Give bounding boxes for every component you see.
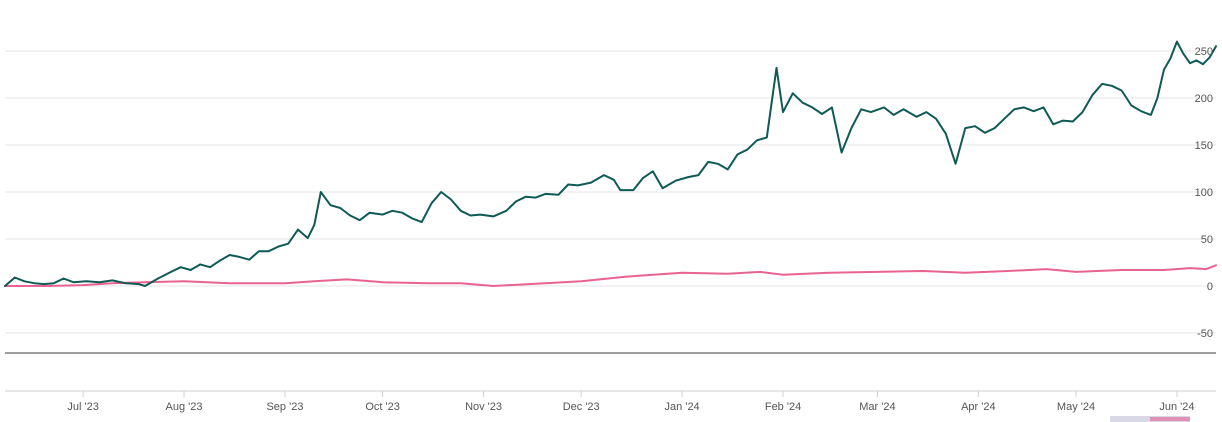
x-tick-label: Jan '24 — [665, 401, 700, 413]
series-line-2 — [4, 264, 1217, 287]
series-line-1 — [4, 40, 1217, 287]
navigator-thumb[interactable] — [1110, 416, 1190, 422]
y-tick-label: 150 — [1195, 140, 1213, 152]
grid-lines — [5, 50, 1216, 334]
x-tick-label: Sep '23 — [266, 401, 303, 413]
y-tick-labels: -50 0 50 100 150 200 250 — [1195, 46, 1213, 340]
x-tick-label: May '24 — [1057, 401, 1095, 413]
x-tick-label: Aug '23 — [166, 401, 203, 413]
x-tick-labels: Jul '23 Aug '23 Sep '23 Oct '23 Nov '23 Dec '… — [67, 391, 1195, 413]
x-tick-label: Apr '24 — [961, 401, 996, 413]
y-tick-label: 100 — [1195, 187, 1213, 199]
y-tick-label: 0 — [1207, 281, 1213, 293]
series-group — [4, 40, 1217, 287]
y-tick-label: 250 — [1195, 46, 1213, 58]
x-tick-label: Jun '24 — [1159, 401, 1194, 413]
x-tick-label: Dec '23 — [563, 401, 600, 413]
y-tick-label: 200 — [1195, 93, 1213, 105]
x-tick-label: Mar '24 — [859, 401, 895, 413]
y-tick-label: -50 — [1197, 328, 1213, 340]
y-tick-label: 50 — [1201, 234, 1213, 246]
x-tick-label: Jul '23 — [67, 401, 98, 413]
x-tick-label: Oct '23 — [365, 401, 400, 413]
x-tick-label: Feb '24 — [765, 401, 801, 413]
x-tick-label: Nov '23 — [465, 401, 502, 413]
